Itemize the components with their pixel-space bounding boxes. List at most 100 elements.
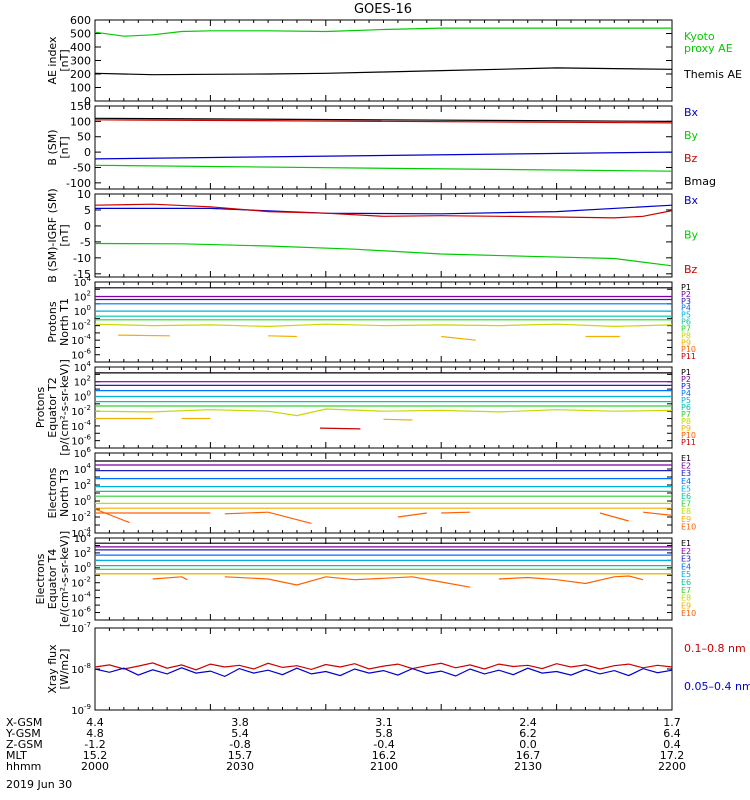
legend-e3: E3 — [681, 469, 691, 478]
series-line-e10 — [397, 512, 427, 518]
legend-e4: E4 — [681, 562, 691, 571]
legend-e9: E9 — [681, 601, 691, 610]
y-tick-label: 100 — [74, 389, 91, 403]
series-line-e10 — [224, 511, 269, 515]
x-row-value: 4.8 — [86, 727, 104, 740]
legend-p2: P2 — [681, 375, 691, 384]
legend-e2: E2 — [681, 547, 691, 556]
y-tick-label: 10-6 — [71, 348, 91, 362]
legend-e1: E1 — [681, 539, 691, 548]
legend-e7: E7 — [681, 586, 691, 595]
series-line-bmag — [94, 117, 673, 122]
panel-frame — [94, 281, 673, 363]
y-axis-label: North T1 — [58, 298, 71, 346]
legend-bz: Bz — [684, 263, 698, 276]
legend-p7: P7 — [681, 324, 691, 333]
x-row-label-z-gsm: Z-GSM — [6, 738, 43, 751]
series-line-p8 — [94, 408, 673, 417]
y-axis-label: [e/(cm²-s-sr-keV)] — [58, 531, 71, 627]
x-row-value: 5.8 — [375, 727, 393, 740]
legend-p9: P9 — [681, 338, 691, 347]
x-row-value: 1.7 — [663, 716, 681, 729]
y-axis-label: Protons — [34, 387, 47, 428]
x-row-value: -0.4 — [373, 738, 394, 751]
y-tick-label: 300 — [70, 55, 91, 68]
series-line-bz — [94, 203, 673, 219]
legend-bz: Bz — [684, 152, 698, 165]
x-row-value: 2100 — [370, 760, 398, 773]
y-tick-label: 104 — [74, 462, 92, 476]
y-tick-label: -10 — [73, 252, 91, 265]
legend-p8: P8 — [681, 331, 691, 340]
legend-bx: Bx — [684, 106, 699, 119]
y-tick-label: 10-4 — [71, 526, 91, 540]
x-row-label-y-gsm: Y-GSM — [5, 727, 41, 740]
x-row-value: 16.7 — [516, 749, 541, 762]
y-tick-label: -5 — [80, 236, 91, 249]
legend-e1: E1 — [681, 454, 691, 463]
series-line-p9 — [441, 335, 476, 341]
legend-kyoto-proxy-ae: Kyoto — [684, 30, 715, 43]
x-row-value: 0.0 — [519, 738, 537, 751]
panel-frame — [94, 19, 673, 102]
x-row-value: 16.2 — [372, 749, 397, 762]
series-line-e10 — [498, 575, 644, 585]
x-row-label-x-gsm: X-GSM — [6, 716, 42, 729]
plot-title: GOES-16 — [354, 2, 412, 17]
legend-by: By — [684, 229, 699, 242]
y-tick-label: -15 — [73, 268, 91, 281]
series-line-by — [94, 242, 673, 267]
legend-e9: E9 — [681, 515, 691, 524]
x-row-value: 4.4 — [86, 716, 104, 729]
legend-e5: E5 — [681, 570, 691, 579]
y-axis-label: Equator T2 — [46, 377, 59, 437]
y-axis-label: AE index — [46, 36, 59, 85]
legend-p5: P5 — [681, 311, 691, 320]
y-tick-label: 102 — [74, 478, 91, 492]
y-axis-label: North T3 — [58, 469, 71, 517]
y-tick-label: 102 — [74, 290, 91, 304]
legend-p2: P2 — [681, 290, 691, 299]
series-line-p9 — [383, 418, 413, 421]
legend-p10: P10 — [681, 345, 696, 354]
x-row-value: 5.4 — [231, 727, 249, 740]
y-tick-label: 150 — [70, 100, 91, 113]
y-tick-label: 10-6 — [71, 606, 91, 620]
x-row-value: 3.8 — [231, 716, 249, 729]
y-tick-label: 10-4 — [71, 419, 91, 433]
x-row-label-mlt: MLT — [6, 749, 27, 762]
y-tick-label: 0 — [84, 220, 91, 233]
series-line-themis-ae — [94, 67, 673, 76]
legend-p5: P5 — [681, 396, 691, 405]
legend-e7: E7 — [681, 500, 691, 509]
x-row-label-hhmm: hhmm — [6, 760, 41, 773]
x-row-value: -0.8 — [229, 738, 250, 751]
series-line-e10 — [152, 576, 188, 581]
legend-e8: E8 — [681, 507, 691, 516]
legend-p7: P7 — [681, 410, 691, 419]
y-tick-label: 106 — [74, 446, 92, 460]
x-row-value: -1.2 — [84, 738, 105, 751]
x-row-value: 2030 — [226, 760, 254, 773]
panel-xray: 10-9 10-8 10-7 Xray flux [W/m2] 0.1–0.8 nm 0.0… — [46, 621, 750, 717]
legend-p9: P9 — [681, 424, 691, 433]
series-line-e10 — [267, 511, 312, 524]
x-row-value: 15.2 — [83, 749, 108, 762]
y-tick-label: 10-2 — [71, 319, 91, 333]
legend-p6: P6 — [681, 318, 691, 327]
y-tick-label: 10 — [77, 188, 91, 201]
y-tick-label: 0 — [84, 146, 91, 159]
legend-bmag: Bmag — [684, 175, 716, 188]
legend-e8: E8 — [681, 594, 691, 603]
legend-by: By — [684, 129, 699, 142]
legend-p6: P6 — [681, 403, 691, 412]
legend-e3: E3 — [681, 555, 691, 564]
y-axis-label: [nT] — [58, 49, 71, 71]
legend-p4: P4 — [681, 304, 691, 313]
series-line-e10 — [224, 576, 471, 588]
